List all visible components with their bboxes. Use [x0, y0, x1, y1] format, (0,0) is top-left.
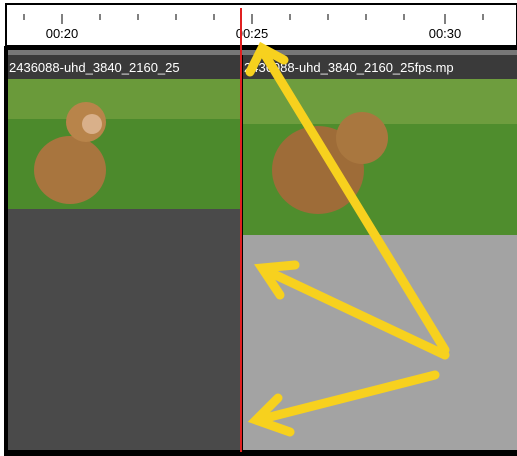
ruler[interactable]	[5, 3, 517, 47]
ruler-label: 00:25	[236, 26, 269, 41]
ruler-ticks	[23, 14, 484, 24]
clip-header	[8, 55, 240, 79]
annotation-arrows	[245, 41, 450, 437]
thumbnail-bg	[8, 79, 240, 119]
ruler-label: 00:30	[429, 26, 462, 41]
monkey-face	[82, 114, 102, 134]
clip-body	[8, 209, 240, 450]
ruler-label: 00:20	[46, 26, 79, 41]
monkey-head	[336, 112, 388, 164]
clip-label: 2436088-uhd_3840_2160_25	[9, 60, 180, 75]
clip[interactable]: 2436088-uhd_3840_2160_25	[8, 55, 240, 450]
clip-header	[243, 55, 517, 79]
monkey-body	[34, 136, 106, 204]
clip-label: 2436088-uhd_3840_2160_25fps.mp	[244, 60, 454, 75]
